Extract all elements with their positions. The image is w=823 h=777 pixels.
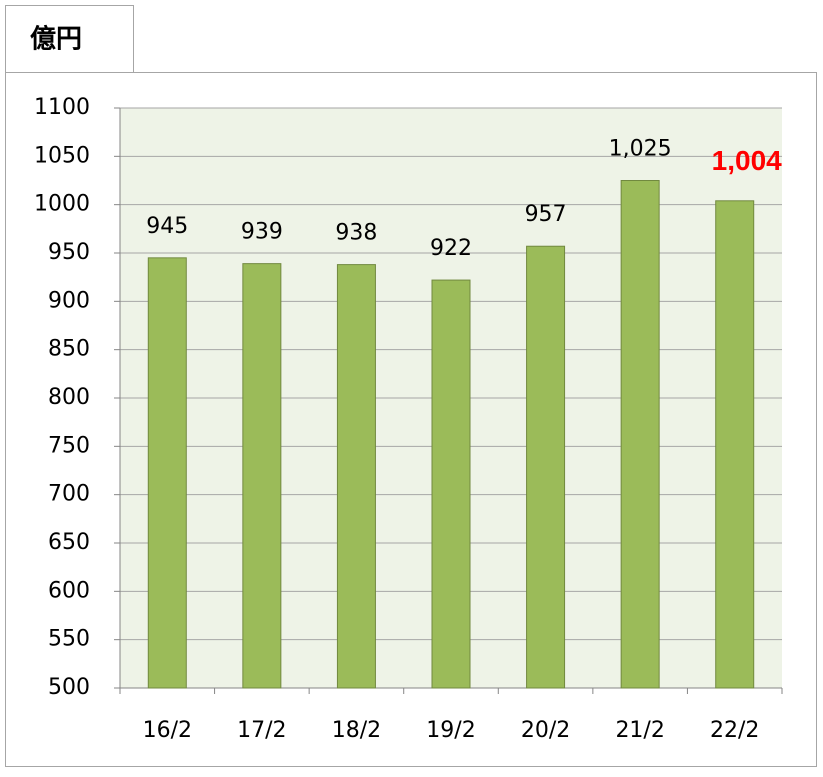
data-label: 922 [430,236,472,261]
y-tick-label: 500 [48,675,90,700]
data-label: 1,004 [712,145,782,176]
data-label: 939 [241,220,283,245]
y-tick-label: 1100 [34,95,90,120]
x-tick-label: 21/2 [615,718,664,743]
y-tick-label: 700 [48,482,90,507]
x-tick-label: 16/2 [143,718,192,743]
x-tick-label: 20/2 [521,718,570,743]
y-tick-label: 1050 [34,143,90,168]
bar [147,257,187,689]
bar [242,263,282,689]
y-tick-label: 950 [48,240,90,265]
x-tick-label: 17/2 [237,718,286,743]
y-tick-label: 900 [48,288,90,313]
data-label: 938 [335,221,377,246]
bar [526,245,566,689]
y-tick-label: 800 [48,385,90,410]
bar [620,180,660,689]
data-label: 957 [525,202,567,227]
y-tick-label: 850 [48,337,90,362]
y-tick-label: 550 [48,627,90,652]
unit-label: 億円 [30,25,82,55]
bar [715,200,755,689]
y-tick-label: 600 [48,578,90,603]
unit-tab [5,5,134,73]
bar [431,279,471,689]
x-tick-label: 19/2 [426,718,475,743]
x-tick-label: 22/2 [710,718,759,743]
y-tick-label: 650 [48,530,90,555]
y-tick-label: 1000 [34,192,90,217]
bar [336,264,376,689]
data-label: 1,025 [609,137,672,162]
y-tick-label: 750 [48,433,90,458]
data-label: 945 [146,214,188,239]
x-tick-label: 18/2 [332,718,381,743]
